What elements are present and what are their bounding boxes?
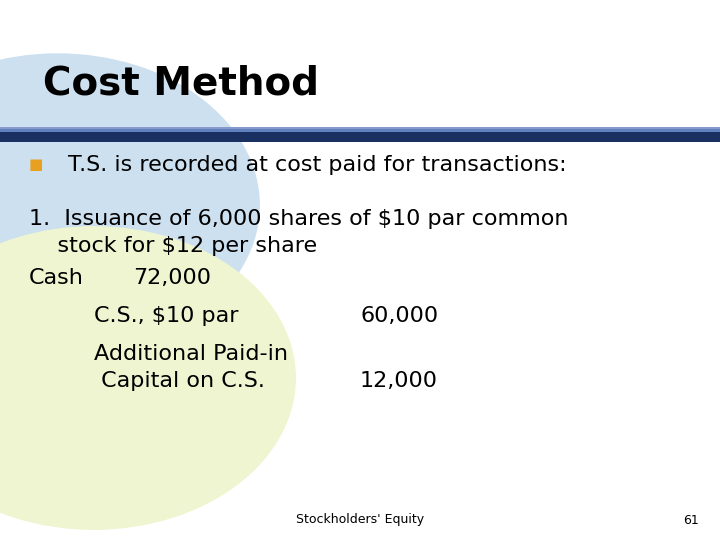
Circle shape	[0, 54, 259, 356]
Text: Cash: Cash	[29, 268, 84, 288]
Text: ■: ■	[29, 157, 43, 172]
Text: 61: 61	[683, 514, 698, 526]
Text: 60,000: 60,000	[360, 306, 438, 326]
Text: Stockholders' Equity: Stockholders' Equity	[296, 514, 424, 526]
Bar	[0, 129, 720, 132]
Text: C.S., $10 par: C.S., $10 par	[94, 306, 238, 326]
Text: Capital on C.S.: Capital on C.S.	[94, 370, 264, 391]
Text: Cost Method: Cost Method	[43, 65, 319, 103]
Text: stock for $12 per share: stock for $12 per share	[29, 235, 317, 256]
Circle shape	[0, 227, 295, 529]
Text: 1.  Issuance of 6,000 shares of $10 par common: 1. Issuance of 6,000 shares of $10 par c…	[29, 208, 568, 229]
Text: 72,000: 72,000	[133, 268, 211, 288]
Bar	[0, 132, 720, 142]
Text: 12,000: 12,000	[360, 370, 438, 391]
Text: Additional Paid-in: Additional Paid-in	[94, 343, 287, 364]
Text: T.S. is recorded at cost paid for transactions:: T.S. is recorded at cost paid for transa…	[68, 154, 567, 175]
Bar	[0, 127, 720, 129]
